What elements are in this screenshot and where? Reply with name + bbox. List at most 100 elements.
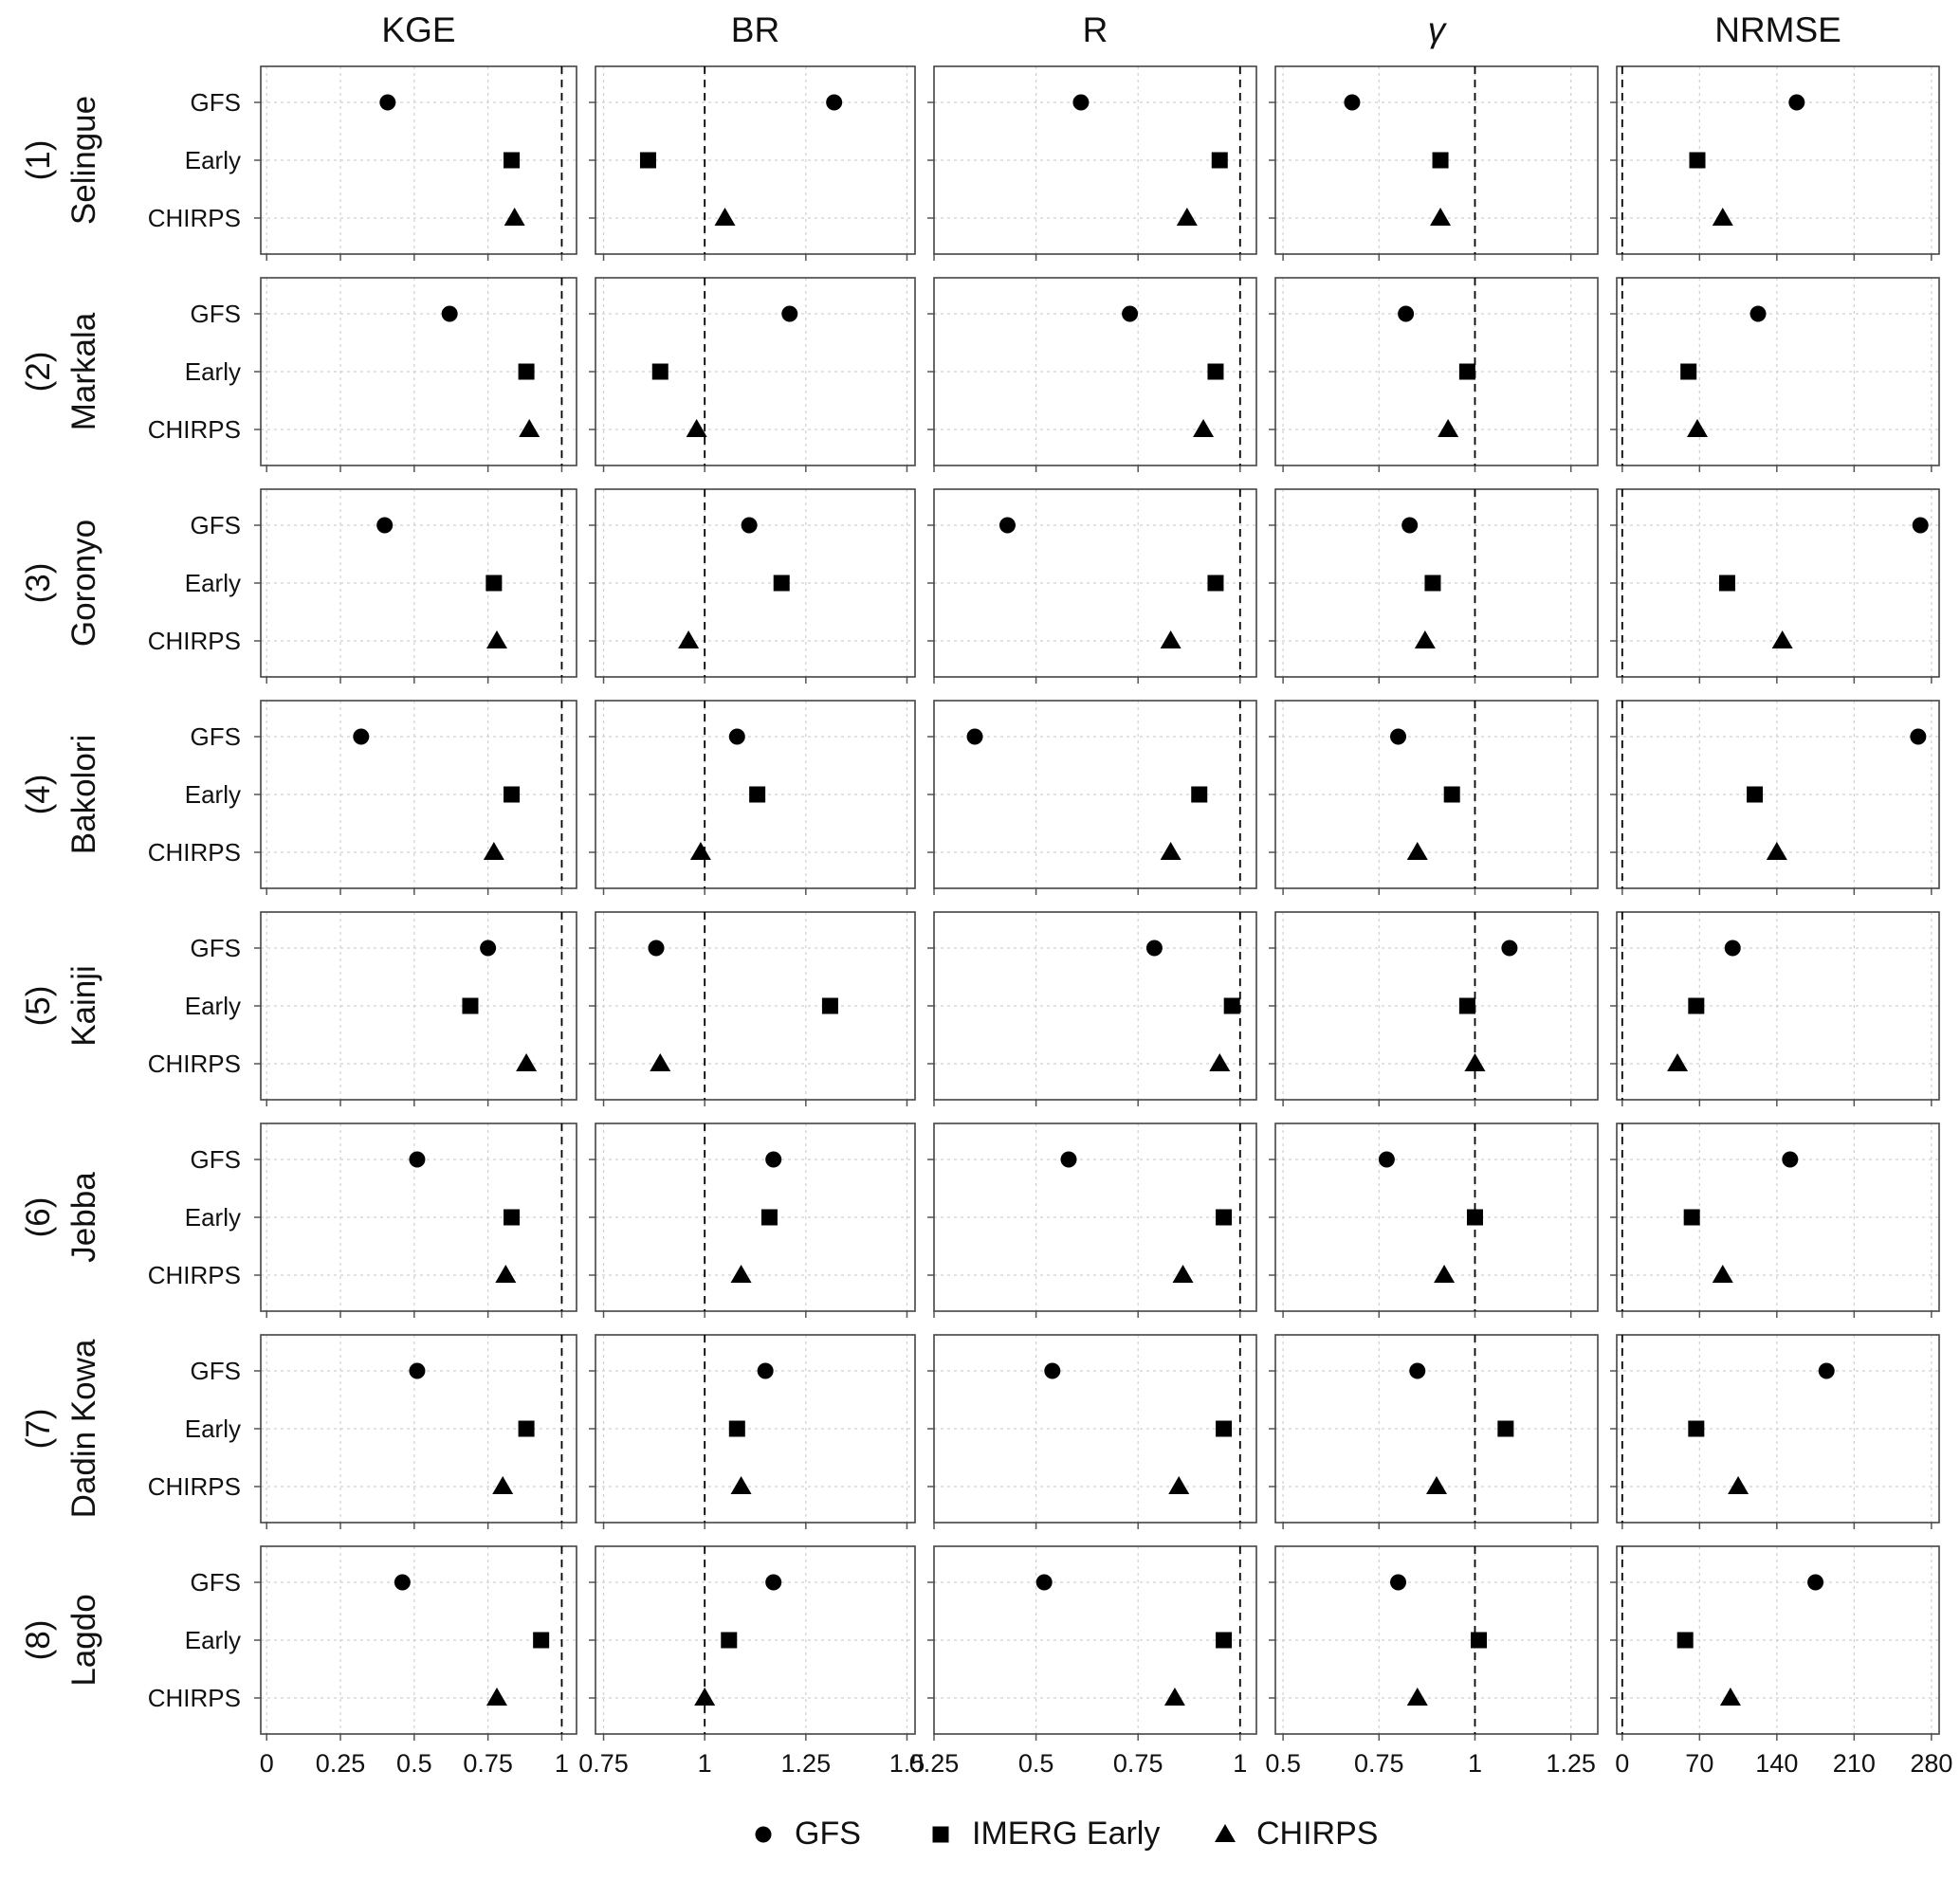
- data-point-goronyo-nrmse-gfs: [1912, 517, 1929, 534]
- data-point-selingue-r-chirps: [1176, 208, 1198, 226]
- data-point-selingue-r-early: [1211, 152, 1228, 169]
- panel-dadin-kowa-kge: [254, 1334, 577, 1529]
- column-title-kge: KGE: [381, 10, 455, 49]
- x-tick-label-gamma-3: 1.25: [1546, 1749, 1596, 1778]
- data-point-jebba-br-chirps: [730, 1265, 752, 1283]
- data-point-goronyo-r-early: [1207, 575, 1224, 592]
- data-point-dadin-kowa-br-chirps: [730, 1476, 752, 1494]
- data-point-bakolori-r-gfs: [966, 728, 983, 745]
- data-point-dadin-kowa-kge-early: [518, 1420, 535, 1437]
- data-point-selingue-kge-chirps: [504, 208, 525, 226]
- data-point-kainji-r-chirps: [1209, 1053, 1231, 1071]
- data-point-markala-r-early: [1207, 363, 1224, 380]
- panel-frame: [595, 1123, 916, 1312]
- data-point-bakolori-nrmse-early: [1747, 786, 1764, 803]
- data-point-lagdo-nrmse-early: [1676, 1632, 1694, 1649]
- x-tick-label-r-1: 0.5: [1018, 1749, 1054, 1778]
- panel-goronyo-br: [589, 488, 916, 684]
- data-point-selingue-gamma-gfs: [1344, 94, 1361, 111]
- data-point-lagdo-gamma-chirps: [1406, 1688, 1428, 1706]
- y-tick-label-chirps: CHIRPS: [148, 1050, 241, 1078]
- legend-label-chirps: CHIRPS: [1256, 1816, 1378, 1852]
- data-point-markala-r-chirps: [1193, 419, 1215, 437]
- panel-kainji-br: [589, 911, 916, 1106]
- x-tick-label-kge-3: 0.75: [463, 1749, 513, 1778]
- panel-jebba-br: [589, 1123, 916, 1318]
- panel-kainji-kge: [254, 911, 577, 1106]
- panel-frame: [933, 1123, 1257, 1312]
- panel-frame: [260, 1545, 577, 1735]
- data-point-lagdo-kge-chirps: [485, 1688, 507, 1706]
- panel-frame: [260, 1123, 577, 1312]
- y-tick-label-gfs: GFS: [191, 1357, 241, 1385]
- column-title-r: R: [1083, 10, 1108, 49]
- data-point-goronyo-nrmse-chirps: [1771, 630, 1793, 648]
- panel-markala-nrmse: [1610, 277, 1940, 472]
- data-point-selingue-gamma-chirps: [1430, 208, 1452, 226]
- y-tick-label-chirps: CHIRPS: [148, 838, 241, 867]
- legend-marker-chirps: [1215, 1824, 1236, 1842]
- panel-frame: [1274, 488, 1599, 678]
- panel-markala-kge: [254, 277, 577, 472]
- panel-frame: [595, 911, 916, 1101]
- data-point-lagdo-nrmse-gfs: [1807, 1574, 1824, 1591]
- panel-frame: [933, 1334, 1257, 1524]
- data-point-kainji-nrmse-chirps: [1667, 1053, 1689, 1071]
- data-point-dadin-kowa-br-gfs: [757, 1362, 774, 1379]
- panel-frame: [1616, 700, 1940, 889]
- data-point-lagdo-br-early: [721, 1632, 738, 1649]
- x-tick-label-br-3: 1.5: [889, 1749, 925, 1778]
- x-tick-label-r-2: 0.75: [1113, 1749, 1163, 1778]
- panel-frame: [260, 277, 577, 466]
- data-point-bakolori-br-early: [749, 786, 766, 803]
- data-point-kainji-gamma-chirps: [1464, 1053, 1486, 1071]
- data-point-lagdo-kge-early: [533, 1632, 550, 1649]
- x-tick-label-kge-2: 0.5: [396, 1749, 432, 1778]
- data-point-markala-nrmse-early: [1680, 363, 1697, 380]
- data-point-selingue-nrmse-gfs: [1788, 94, 1805, 111]
- panel-frame: [1616, 1545, 1940, 1735]
- panel-jebba-kge: [254, 1123, 577, 1318]
- x-tick-label-gamma-0: 0.5: [1265, 1749, 1301, 1778]
- data-point-jebba-nrmse-early: [1683, 1209, 1700, 1226]
- data-point-jebba-kge-chirps: [495, 1265, 517, 1283]
- panel-frame: [595, 65, 916, 255]
- panel-frame: [933, 277, 1257, 466]
- panel-selingue-nrmse: [1610, 65, 1940, 261]
- y-tick-label-gfs: GFS: [191, 1145, 241, 1174]
- panel-frame: [260, 65, 577, 255]
- station-number: (3): [20, 563, 57, 604]
- panel-markala-r: [927, 277, 1257, 472]
- x-tick-label-br-0: 0.75: [578, 1749, 629, 1778]
- panel-frame: [933, 1545, 1257, 1735]
- x-tick-label-nrmse-1: 70: [1685, 1749, 1713, 1778]
- data-point-markala-kge-early: [518, 363, 535, 380]
- data-point-dadin-kowa-r-chirps: [1168, 1476, 1190, 1494]
- data-point-jebba-r-gfs: [1060, 1151, 1077, 1168]
- panel-frame: [260, 700, 577, 889]
- y-tick-label-early: Early: [185, 780, 241, 809]
- data-point-kainji-kge-gfs: [480, 940, 497, 957]
- station-name: Markala: [65, 312, 102, 430]
- data-point-kainji-kge-chirps: [516, 1053, 538, 1071]
- panel-frame: [1616, 1123, 1940, 1312]
- panel-bakolori-r: [927, 700, 1257, 895]
- panel-selingue-br: [589, 65, 916, 261]
- station-number: (4): [20, 775, 57, 815]
- data-point-dadin-kowa-nrmse-early: [1688, 1420, 1705, 1437]
- legend-label-gfs: GFS: [795, 1816, 861, 1852]
- station-number: (7): [20, 1409, 57, 1450]
- data-point-jebba-nrmse-chirps: [1712, 1265, 1733, 1283]
- panel-lagdo-gamma: [1269, 1545, 1599, 1741]
- x-tick-label-gamma-1: 0.75: [1354, 1749, 1404, 1778]
- panel-dadin-kowa-br: [589, 1334, 916, 1529]
- data-point-kainji-r-gfs: [1145, 940, 1163, 957]
- panel-markala-gamma: [1269, 277, 1599, 472]
- panel-frame: [595, 488, 916, 678]
- data-point-selingue-br-chirps: [714, 208, 736, 226]
- panel-frame: [595, 277, 916, 466]
- x-tick-label-br-2: 1.25: [781, 1749, 832, 1778]
- data-point-lagdo-br-chirps: [694, 1688, 716, 1706]
- panel-frame: [933, 911, 1257, 1101]
